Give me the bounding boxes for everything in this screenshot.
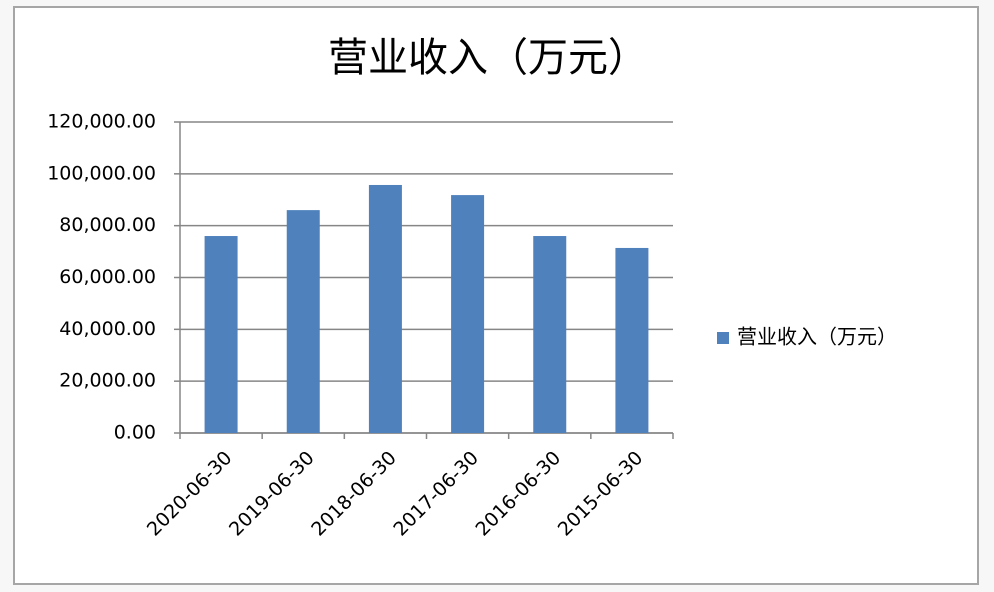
y-tick-label: 100,000.00: [47, 162, 156, 184]
bar: [368, 184, 402, 433]
y-tick-label: 0.00: [114, 422, 156, 444]
y-tick-label: 80,000.00: [59, 214, 156, 236]
bar: [451, 195, 485, 433]
chart-frame: [13, 6, 979, 585]
y-tick-label: 20,000.00: [59, 370, 156, 392]
y-tick-label: 120,000.00: [47, 111, 156, 133]
bar: [615, 247, 649, 433]
legend-swatch: [717, 332, 729, 344]
bar: [204, 236, 238, 433]
bar: [286, 210, 320, 433]
legend-label: 营业收入（万元）: [737, 325, 897, 349]
y-tick-label: 60,000.00: [59, 266, 156, 288]
bar: [533, 236, 567, 433]
y-tick-label: 40,000.00: [59, 318, 156, 340]
chart-title: 营业收入（万元）: [328, 35, 648, 81]
